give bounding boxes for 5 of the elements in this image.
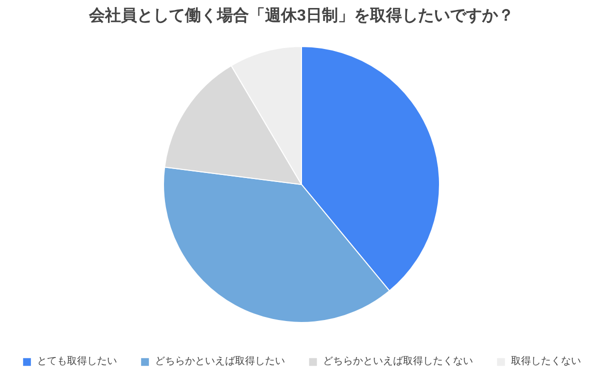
chart-title: 会社員として働く場合「週休3日制」を取得したいですか？ xyxy=(88,6,514,24)
legend-label: 取得したくない xyxy=(511,355,581,368)
legend-label: どちらかといえば取得したい xyxy=(155,355,285,368)
legend-label: どちらかといえば取得したくない xyxy=(323,355,473,368)
legend-label: とても取得したい xyxy=(37,355,117,368)
